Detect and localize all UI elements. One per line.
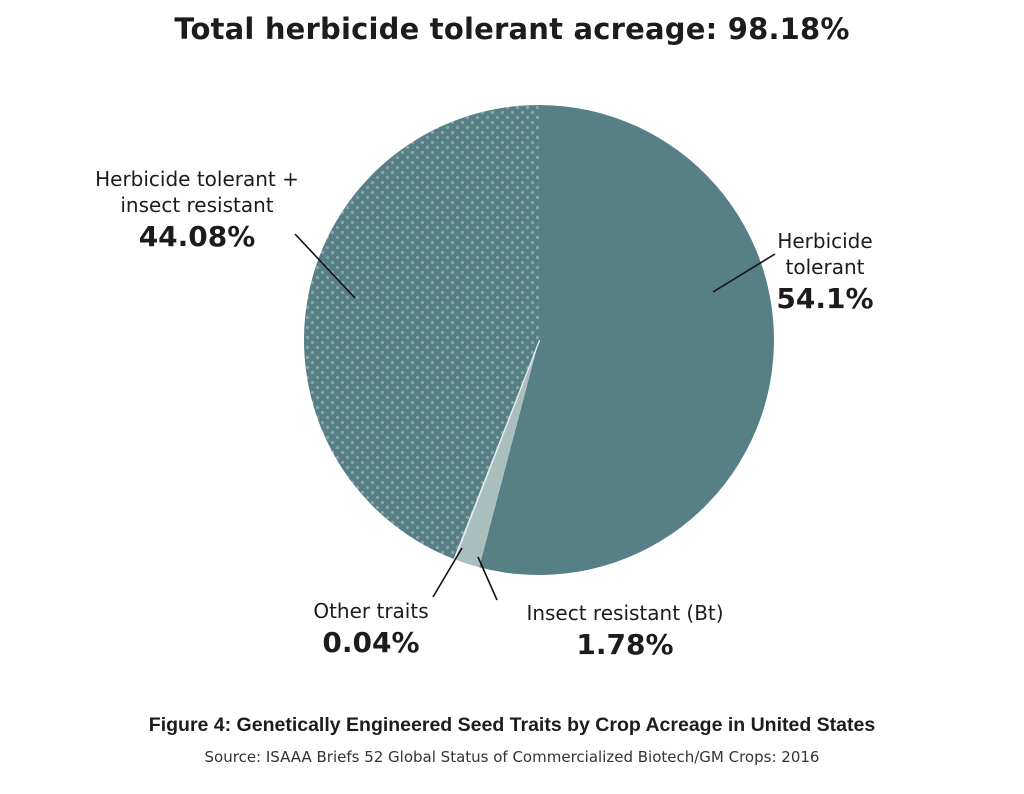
slice-name-ht-plus-ir: Herbicide tolerant + insect resistant [95,167,299,217]
slice-value-other-traits: 0.04% [322,626,420,659]
pie-slice-other-traits [451,339,541,561]
chart-title: Total herbicide tolerant acreage: 98.18% [174,12,850,46]
slice-name-insect-resistant: Insect resistant (Bt) [526,601,724,625]
leader-line-insect-resistant [477,556,498,601]
pie-slice-herbicide-tolerant [479,105,774,575]
slice-value-ht-plus-ir: 44.08% [138,220,256,253]
slice-label-insect-resistant: Insect resistant (Bt) 1.78% [495,600,755,664]
pie-slice-herbicide-tolerant-insect-resistant [303,105,539,559]
slice-label-ht-plus-ir: Herbicide tolerant + insect resistant 44… [52,166,342,256]
slice-value-insect-resistant: 1.78% [576,628,674,661]
slice-name-herbicide-tolerant: Herbicide tolerant [777,229,873,279]
source-note: Source: ISAAA Briefs 52 Global Status of… [204,748,820,766]
leader-line-ht-plus-ir [294,233,356,299]
leader-line-herbicide-tolerant [712,253,776,293]
leader-line-other-traits [432,547,463,598]
slice-label-herbicide-tolerant: Herbicide tolerant 54.1% [740,228,910,318]
figure-caption: Figure 4: Genetically Engineered Seed Tr… [148,714,876,736]
slice-value-herbicide-tolerant: 54.1% [776,282,874,315]
slice-label-other-traits: Other traits 0.04% [296,598,446,662]
slice-name-other-traits: Other traits [313,599,429,623]
